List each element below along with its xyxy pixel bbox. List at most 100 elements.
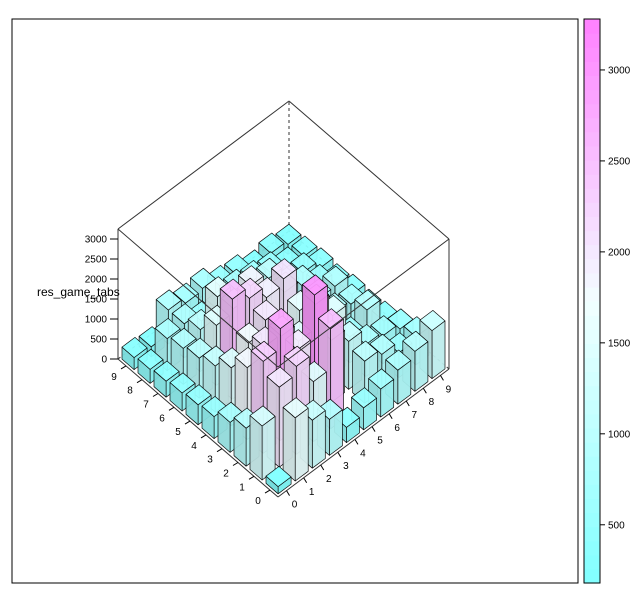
x-tick-mark [422,387,427,394]
bar-top-face [318,308,344,330]
colorkey: 500 1000 1500 2000 2500 3000 [583,18,631,584]
colorkey-band [584,131,600,147]
bar-top-face [153,360,180,382]
y-tick-mark [120,365,127,370]
colorkey-band [584,329,600,344]
y-tick-mark [152,393,159,397]
bar-top-face [185,384,212,406]
colorkey-band [584,568,600,584]
axes-group: res_game_tabs 01234567890123456789050010… [37,235,452,511]
bar-group [121,223,446,495]
x-tick-label: 1 [309,487,315,498]
colorkey-band [584,272,600,288]
colorkey-tick-label: 3000 [608,65,631,76]
colorkey-band [584,442,600,457]
bar-top-face [271,258,297,280]
colorkey-band [584,230,600,246]
bar-top-face [238,265,264,287]
box-top-edge [288,100,450,240]
box-top-edge [117,100,290,230]
bar-top-face [291,235,318,257]
bar-x8-y0 [402,330,429,392]
colorkey-tick-label: 1500 [608,338,631,349]
colorkey-band [584,427,600,443]
y-tick-label: 8 [127,386,133,397]
bar-top-face [121,337,148,358]
x-tick-label: 5 [377,436,383,447]
z-axis-label: res_game_tabs [37,285,120,299]
bar-top-face [282,397,309,419]
bar-top-face [352,340,379,362]
x-tick-label: 3 [343,461,349,472]
colorkey-band [584,301,600,316]
x-tick-label: 0 [292,500,298,511]
bar-top-face [385,349,412,371]
bar-top-face [137,348,164,370]
panel-border [11,18,579,584]
bar-top-face [322,265,349,287]
z-tick-label: 0 [101,355,107,366]
colorkey-band [584,244,600,260]
y-tick-mark [168,406,175,411]
bar-top-face [169,372,196,394]
x-tick-label: 9 [446,384,452,395]
bar-top-face [267,308,294,329]
colorkey-band [584,526,600,542]
bar-side-face [249,415,263,481]
y-tick-label: 6 [159,413,165,424]
bar-top-face [368,368,395,390]
x-tick-label: 7 [411,410,417,421]
bar-top-face [402,330,429,352]
colorkey-border [583,18,601,584]
colorkey-band [584,75,600,91]
x-tick-mark [388,413,393,420]
bar-top-face [258,232,285,254]
box-floor-edge [117,358,279,498]
colorkey-band [584,286,600,302]
colorkey-band [584,19,600,34]
y-tick-mark [136,379,143,384]
colorkey-band [584,357,600,373]
x-tick-label: 6 [394,423,400,434]
bar-top-face [302,274,328,296]
y-tick-mark [200,434,207,439]
bar-top-face [370,315,397,337]
colorkey-band [584,145,600,161]
colorkey-band [584,484,600,499]
x-tick-mark [371,426,376,432]
y-tick-mark [184,420,191,425]
x-tick-label: 2 [326,474,332,485]
colorkey-band [584,371,600,387]
colorkey-band [584,174,600,189]
x-tick-label: 8 [429,397,435,408]
bar-x1-y0 [282,397,309,482]
bar-top-face [369,333,396,355]
colorkey-band [584,188,600,203]
box-floor-edge [277,368,450,498]
colorkey-band [584,160,600,175]
colorkey-band [584,456,600,471]
bar-x0-y8 [137,348,164,384]
x-tick-mark [303,477,308,484]
box-top-edge [277,238,450,368]
colorkey-band [584,315,600,330]
colorkey-band [584,258,600,274]
bar-top-face [275,223,302,245]
z-tick-label: 2500 [85,255,108,266]
bar-top-face [419,310,446,331]
colorkey-band [584,343,600,358]
bar-x6-y0 [368,368,395,418]
colorkey-band [584,103,600,119]
y-tick-label: 3 [207,455,213,466]
bar-top-face [170,327,197,349]
x-tick-mark [286,490,290,496]
colorkey-band [584,498,600,514]
y-tick-mark [216,448,223,453]
y-tick-mark [248,475,255,480]
bar-top-face [155,289,182,311]
x-tick-mark [405,400,410,407]
bar-top-face [154,318,181,339]
colorkey-tick-label: 2500 [608,156,631,167]
box-front-edges [117,100,450,369]
